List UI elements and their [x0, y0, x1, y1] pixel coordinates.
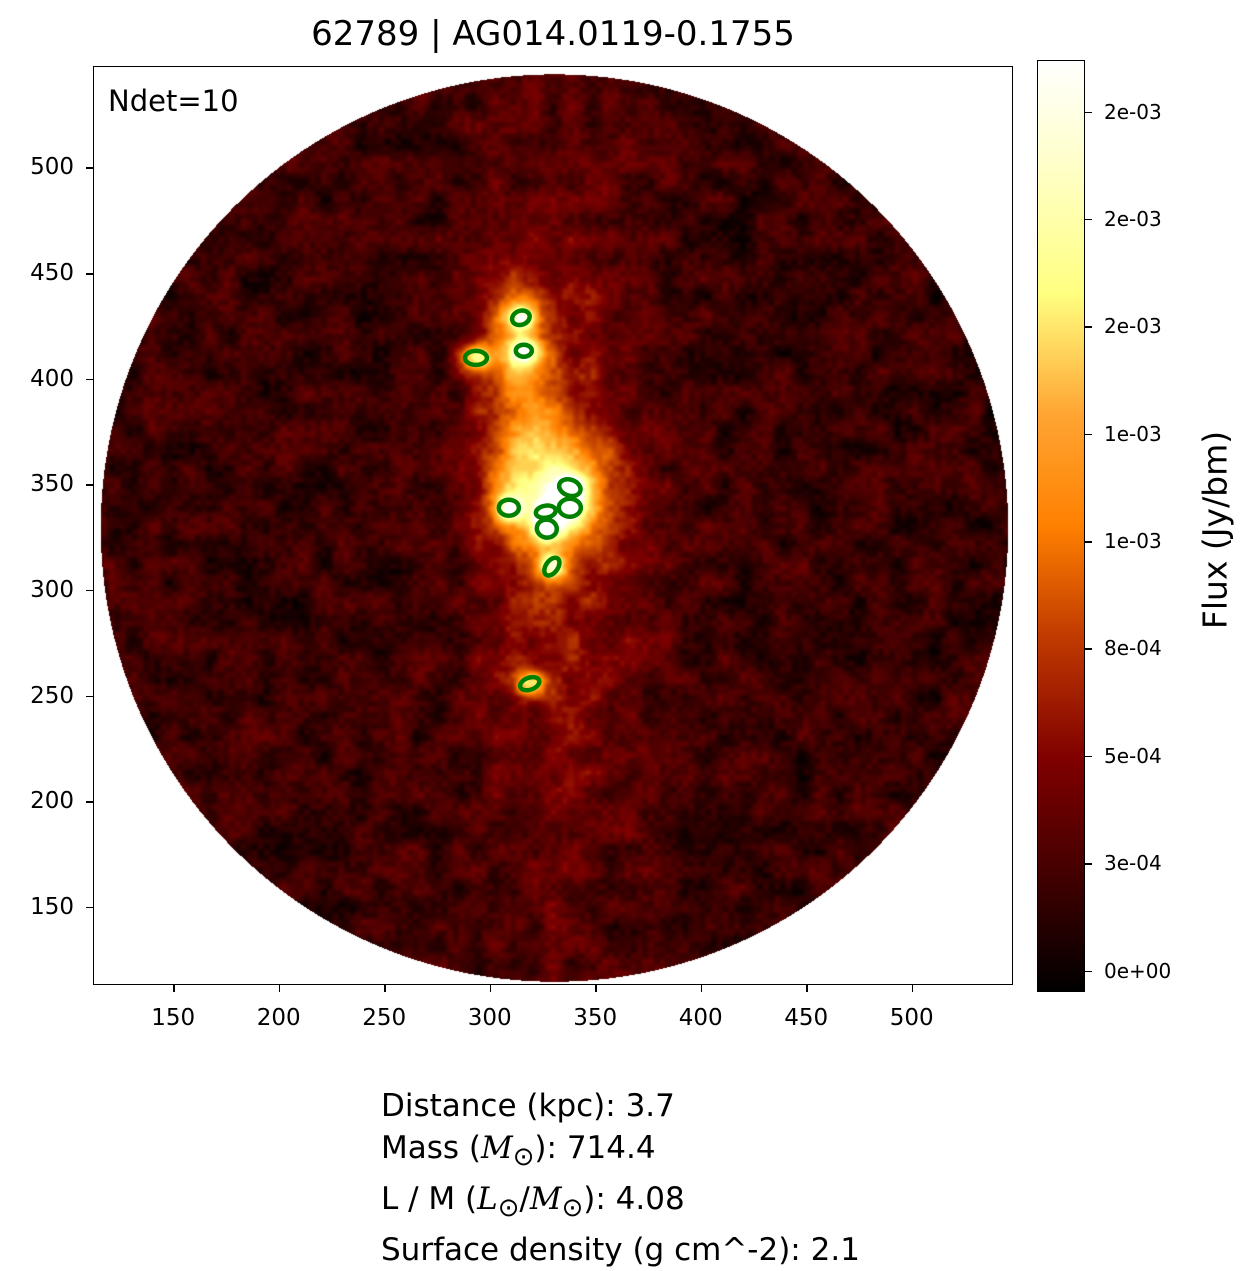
detection-ellipse: [556, 476, 583, 499]
colorbar-tick-label: 1e-03: [1104, 529, 1162, 554]
mass-label: Mass (: [381, 1130, 481, 1166]
x-tick-mark: [489, 985, 492, 992]
mass-value: 714.4: [566, 1130, 656, 1166]
colorbar-tick-label: 2e-03: [1104, 206, 1162, 231]
x-tick-mark: [911, 985, 914, 992]
colorbar-tick-label: 0e+00: [1104, 958, 1172, 983]
ndet-annotation: Ndet=10: [108, 84, 239, 118]
plot-area: [93, 66, 1013, 985]
sun-symbol: ⊙: [561, 1193, 584, 1224]
y-tick-mark: [86, 484, 93, 486]
colorbar-tick-label: 8e-04: [1104, 636, 1162, 661]
colorbar-tick-mark: [1085, 218, 1092, 221]
y-tick-label: 400: [30, 365, 74, 392]
colorbar-tick-mark: [1085, 541, 1092, 543]
surface-density-label: Surface density (g cm^-2):: [381, 1232, 811, 1269]
y-tick-label: 450: [30, 260, 74, 287]
sun-symbol: ⊙: [512, 1142, 535, 1173]
colorbar: [1037, 60, 1085, 992]
x-tick-mark: [278, 985, 281, 992]
colorbar-tick-label: 3e-04: [1104, 851, 1162, 876]
colorbar-tick-mark: [1085, 326, 1092, 328]
detection-ellipse: [496, 497, 522, 518]
x-tick-label: 500: [889, 1005, 934, 1031]
x-tick-label: 200: [256, 1005, 301, 1031]
chart-title: 62789 | AG014.0119-0.1755: [311, 14, 795, 54]
detection-ellipse: [513, 342, 535, 359]
x-tick-label: 400: [678, 1005, 723, 1031]
detection-ellipse: [517, 674, 542, 693]
x-tick-mark: [173, 985, 175, 992]
x-tick-label: 300: [467, 1005, 512, 1031]
detection-ellipse: [462, 348, 490, 368]
detection-ellipse: [533, 503, 558, 521]
y-tick-mark: [86, 906, 93, 909]
distance-value: 3.7: [625, 1088, 675, 1124]
detection-overlay: [462, 308, 584, 693]
y-tick-label: 200: [30, 788, 74, 815]
colorbar-tick-mark: [1085, 755, 1092, 758]
lum-symbol: L: [477, 1181, 498, 1218]
colorbar-tick-mark: [1085, 970, 1092, 973]
y-tick-label: 150: [30, 893, 74, 920]
x-tick-label: 350: [573, 1005, 618, 1031]
x-tick-mark: [595, 985, 597, 992]
detection-ellipse: [509, 308, 532, 328]
surface-density-line: Surface density (g cm^-2): 2.1: [381, 1229, 860, 1271]
sun-symbol: ⊙: [497, 1193, 520, 1224]
mass-line: Mass (M⊙): 714.4: [381, 1127, 860, 1178]
surface-density-value: 2.1: [810, 1232, 860, 1269]
detection-ellipse: [542, 555, 562, 578]
info-panel: Distance (kpc): 3.7 Mass (M⊙): 714.4 L /…: [381, 1085, 860, 1271]
colorbar-label: Flux (Jy/bm): [1195, 430, 1235, 630]
detection-ellipse: [534, 517, 560, 540]
lm-label: L / M (: [381, 1181, 478, 1218]
y-tick-mark: [86, 167, 93, 169]
y-tick-mark: [86, 801, 93, 803]
y-tick-mark: [86, 378, 93, 381]
colorbar-tick-label: 2e-03: [1104, 99, 1162, 124]
colorbar-tick-label: 2e-03: [1104, 314, 1162, 339]
colorbar-tick-mark: [1085, 433, 1092, 436]
y-tick-mark: [86, 589, 93, 592]
y-tick-label: 300: [30, 576, 74, 603]
y-tick-label: 350: [30, 471, 74, 498]
lm-value: 4.08: [615, 1181, 685, 1218]
mass-label-end: ):: [534, 1130, 567, 1166]
x-tick-label: 250: [362, 1005, 407, 1031]
colorbar-tick-mark: [1085, 648, 1092, 650]
colorbar-tick-mark: [1085, 863, 1092, 865]
colorbar-tick-mark: [1085, 111, 1092, 114]
lm-line: L / M (L⊙/M⊙): 4.08: [381, 1178, 860, 1229]
y-tick-mark: [86, 695, 93, 698]
lm-label-end: ):: [583, 1181, 616, 1218]
y-tick-label: 500: [30, 154, 74, 181]
x-tick-mark: [384, 985, 386, 992]
mass-symbol: M: [481, 1130, 513, 1166]
colorbar-tick-label: 1e-03: [1104, 421, 1162, 446]
flux-map-image: [94, 67, 1011, 983]
lm-slash: /: [519, 1181, 530, 1218]
mass-symbol: M: [529, 1181, 562, 1218]
distance-line: Distance (kpc): 3.7: [381, 1085, 860, 1127]
x-tick-label: 450: [784, 1005, 829, 1031]
distance-label: Distance (kpc):: [381, 1088, 626, 1124]
y-tick-mark: [86, 273, 93, 275]
x-tick-mark: [700, 985, 703, 992]
x-tick-mark: [806, 985, 808, 992]
x-tick-label: 150: [151, 1005, 196, 1031]
colorbar-tick-label: 5e-04: [1104, 743, 1162, 768]
y-tick-label: 250: [30, 682, 74, 709]
detection-ellipse: [556, 496, 584, 519]
